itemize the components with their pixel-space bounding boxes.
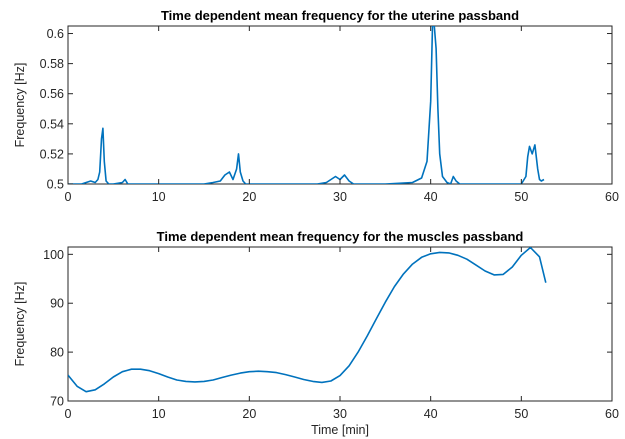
- y-tick-label: 80: [50, 346, 64, 360]
- y-tick-label: 0.58: [40, 57, 64, 71]
- x-tick-label: 0: [65, 190, 72, 204]
- x-tick-label: 60: [605, 407, 619, 421]
- y-tick-label: 70: [50, 395, 64, 409]
- x-tick-label: 10: [152, 407, 166, 421]
- x-tick-label: 60: [605, 190, 619, 204]
- y-tick-label: 0.56: [40, 87, 64, 101]
- y-tick-label: 0.6: [47, 27, 64, 41]
- plot-area: [67, 246, 613, 402]
- y-tick-label: 0.52: [40, 147, 64, 161]
- plot-area: [67, 25, 613, 185]
- x-tick-label: 40: [424, 190, 438, 204]
- series-line-0: [68, 247, 547, 393]
- bottom-chart-panel: 0 10 20 30 40 50 60 70 80 90 100 Time dependent mea…: [13, 229, 619, 437]
- y-tick-label: 0.54: [40, 117, 64, 131]
- chart-title: Time dependent mean frequency for the ut…: [161, 8, 519, 23]
- x-tick-label: 50: [514, 407, 528, 421]
- top-chart-panel: 0 10 20 30 40 50 60 0.5 0.52 0.54 0.56 0.58 0.6 Time …: [13, 8, 619, 204]
- x-tick-label: 40: [424, 407, 438, 421]
- y-tick-label: 0.5: [47, 178, 64, 192]
- x-tick-label: 0: [65, 407, 72, 421]
- chart-title: Time dependent mean frequency for the mu…: [157, 229, 524, 244]
- y-tick-label: 90: [50, 297, 64, 311]
- x-tick-label: 30: [333, 190, 347, 204]
- x-tick-label: 20: [242, 407, 256, 421]
- x-tick-label: 10: [152, 190, 166, 204]
- x-tick-label: 20: [242, 190, 256, 204]
- series-line-0: [68, 26, 545, 184]
- y-axis-label: Frequency [Hz]: [13, 282, 27, 367]
- x-tick-label: 30: [333, 407, 347, 421]
- x-tick-label: 50: [514, 190, 528, 204]
- x-axis-label: Time [min]: [311, 423, 369, 437]
- y-tick-label: 100: [43, 248, 64, 262]
- y-axis-label: Frequency [Hz]: [13, 63, 27, 148]
